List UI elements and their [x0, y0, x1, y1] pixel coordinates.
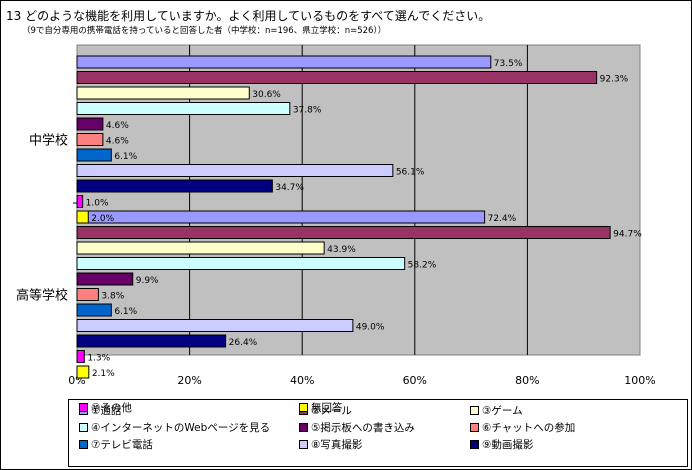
- bar: [76, 288, 99, 301]
- data-label: 2.1%: [92, 369, 115, 379]
- bar: [76, 334, 227, 348]
- bar: [76, 350, 85, 363]
- category-label: 高等学校: [16, 287, 68, 303]
- bar: [76, 179, 273, 193]
- x-tick-label: 100%: [624, 374, 655, 387]
- legend-label: ⑦テレビ電話: [91, 439, 153, 451]
- data-label: 9.9%: [136, 276, 159, 286]
- data-label: 49.0%: [356, 323, 385, 333]
- bar: [76, 272, 134, 286]
- legend-item: ⑤掲示板への書き込み: [299, 420, 415, 435]
- data-label: 34.7%: [275, 183, 304, 193]
- legend-item: 無回答: [299, 400, 343, 415]
- bar: [76, 257, 406, 270]
- legend-swatch: [299, 440, 308, 449]
- x-tick-label: 60%: [403, 374, 427, 387]
- bar: [76, 102, 291, 115]
- legend-label: ④インターネットのWebページを見る: [91, 422, 271, 434]
- legend-label: 無回答: [311, 402, 343, 414]
- data-label: 6.1%: [114, 152, 137, 162]
- data-label: 73.5%: [494, 59, 523, 69]
- legend-label: ⑥チャットへの参加: [482, 422, 576, 434]
- x-tick-label: 40%: [290, 374, 314, 387]
- legend-item: ⑩その他: [79, 400, 132, 415]
- data-label: 4.6%: [106, 137, 129, 147]
- bar: [76, 210, 486, 224]
- legend-label: ⑨動画撮影: [482, 439, 534, 451]
- legend-label: ⑩その他: [91, 402, 132, 414]
- legend-swatch: [79, 440, 88, 449]
- data-label: 6.1%: [114, 307, 137, 317]
- legend-item: ⑦テレビ電話: [79, 437, 153, 452]
- legend-swatch: [470, 406, 479, 415]
- x-tick-label: 80%: [515, 374, 539, 387]
- data-label: 37.8%: [293, 106, 322, 116]
- data-label: 1.0%: [86, 199, 109, 209]
- data-label: 4.6%: [106, 121, 129, 131]
- bar: [76, 365, 90, 379]
- legend-item: ③ゲーム: [470, 403, 523, 418]
- legend-label: ③ゲーム: [482, 405, 523, 417]
- x-tick-label: 20%: [177, 374, 201, 387]
- bar: [76, 241, 325, 255]
- data-label: 43.9%: [327, 245, 356, 255]
- chart-title: 13 どのような機能を利用していますか。よく利用しているものをすべて選んでくださ…: [6, 9, 491, 23]
- legend-label: ⑤掲示板への書き込み: [311, 422, 415, 434]
- bar: [76, 55, 492, 69]
- data-label: 30.6%: [252, 90, 281, 100]
- bar: [76, 86, 250, 100]
- bar: [76, 164, 394, 177]
- data-label: 72.4%: [488, 214, 517, 224]
- bar: [76, 226, 611, 239]
- data-label: 26.4%: [229, 338, 258, 348]
- bar: [76, 117, 104, 131]
- data-label: 58.2%: [408, 261, 437, 271]
- data-label: 3.8%: [101, 292, 124, 302]
- bar: [76, 303, 112, 317]
- bar: [76, 148, 112, 162]
- legend-swatch: [79, 403, 88, 412]
- legend-swatch: [299, 423, 308, 432]
- data-label: 1.3%: [87, 354, 110, 364]
- legend-swatch: [79, 423, 88, 432]
- bar: [76, 210, 89, 224]
- bar: [76, 71, 598, 84]
- category-label: 中学校: [29, 132, 68, 148]
- data-label: 92.3%: [600, 75, 629, 85]
- bar: [76, 319, 354, 332]
- data-label: 56.1%: [396, 168, 425, 178]
- legend-item: ⑧写真撮影: [299, 437, 362, 452]
- legend-item: ⑨動画撮影: [470, 437, 533, 452]
- legend-item: ⑥チャットへの参加: [470, 420, 575, 435]
- legend-swatch: [299, 403, 308, 412]
- legend-item: ④インターネットのWebページを見る: [79, 420, 270, 435]
- legend-swatch: [470, 423, 479, 432]
- bar: [76, 195, 84, 208]
- data-label: 94.7%: [613, 230, 642, 240]
- chart-subtitle: （9で自分専用の携帯電話を持っていると回答した者（中学校：n=196、県立学校：…: [22, 26, 387, 36]
- legend-label: ②メール: [311, 405, 352, 417]
- legend-swatch: [470, 440, 479, 449]
- bar: [76, 133, 104, 146]
- data-label: 2.0%: [91, 214, 114, 224]
- legend-label: ①通話: [91, 405, 122, 417]
- legend-label: ⑧写真撮影: [311, 439, 363, 451]
- chart-legend: ①通話 ②メール ③ゲーム ④インターネットのWebページを見る ⑤掲示板への書き込み ⑥…: [68, 399, 688, 467]
